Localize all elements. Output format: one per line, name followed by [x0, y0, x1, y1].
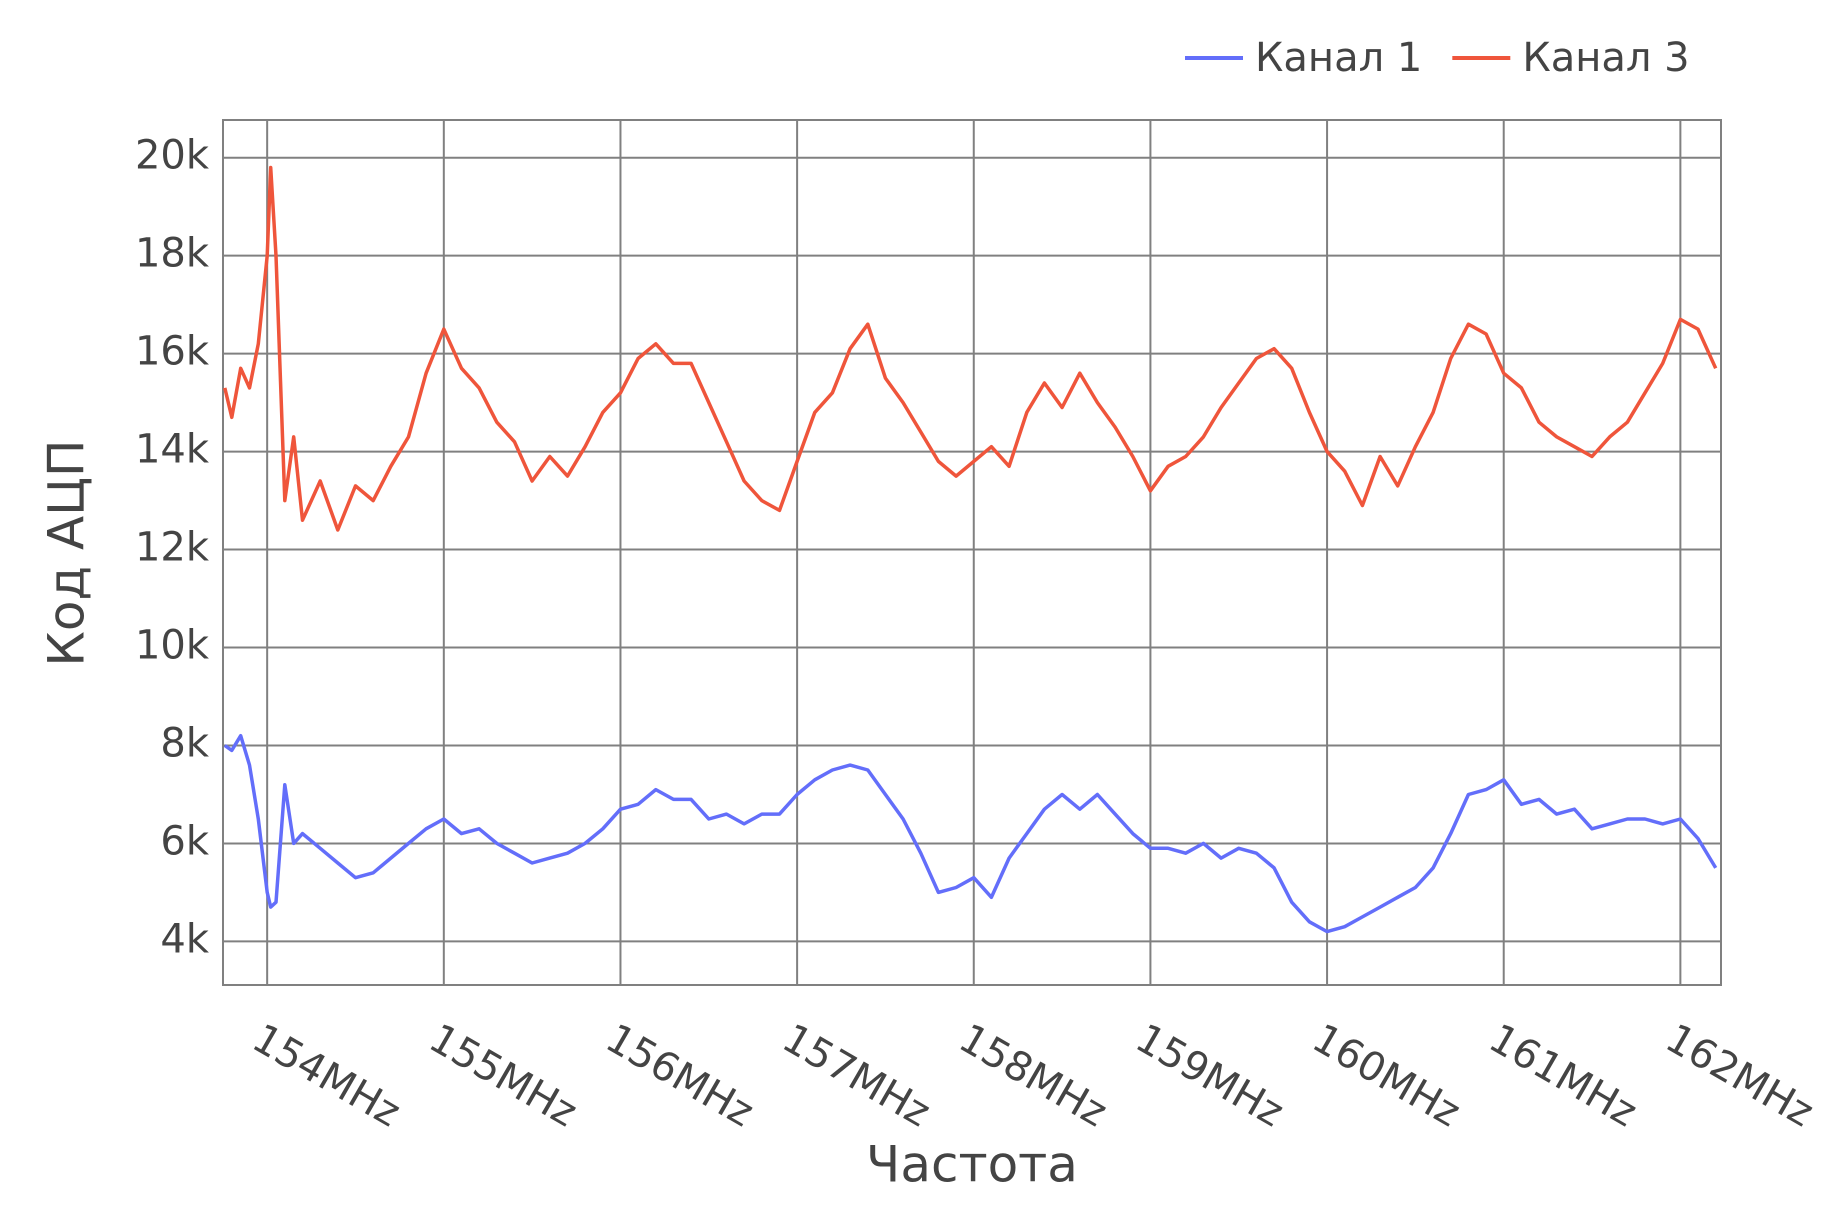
- y-tick-label: 12k: [135, 525, 210, 571]
- y-tick-label: 8k: [160, 720, 209, 766]
- y-axis-title: Код АЦП: [38, 439, 96, 666]
- x-tick-label: 162MHz: [1658, 1015, 1821, 1136]
- series-line: [223, 733, 1718, 934]
- y-tick-label: 6k: [160, 818, 209, 864]
- x-axis-title: Частота: [866, 1136, 1078, 1194]
- y-tick-label: 14k: [135, 427, 210, 473]
- plot-area: [222, 119, 1722, 986]
- x-tick-label: 154MHz: [245, 1015, 408, 1136]
- x-tick-label: 158MHz: [951, 1015, 1114, 1136]
- x-tick-label: 157MHz: [775, 1015, 938, 1136]
- legend-label: Канал 3: [1522, 35, 1689, 81]
- x-tick-label: 161MHz: [1481, 1015, 1644, 1136]
- y-tick-label: 18k: [135, 231, 210, 277]
- y-tick-label: 10k: [135, 623, 210, 669]
- series-line: [223, 165, 1718, 532]
- y-tick-label: 16k: [135, 329, 210, 375]
- y-tick-label: 20k: [135, 133, 210, 179]
- legend-label: Канал 1: [1255, 35, 1422, 81]
- y-tick-label: 4k: [160, 916, 209, 962]
- x-tick-label: 160MHz: [1305, 1015, 1468, 1136]
- x-tick-label: 155MHz: [421, 1015, 584, 1136]
- x-tick-label: 156MHz: [598, 1015, 761, 1136]
- x-tick-label: 159MHz: [1128, 1015, 1291, 1136]
